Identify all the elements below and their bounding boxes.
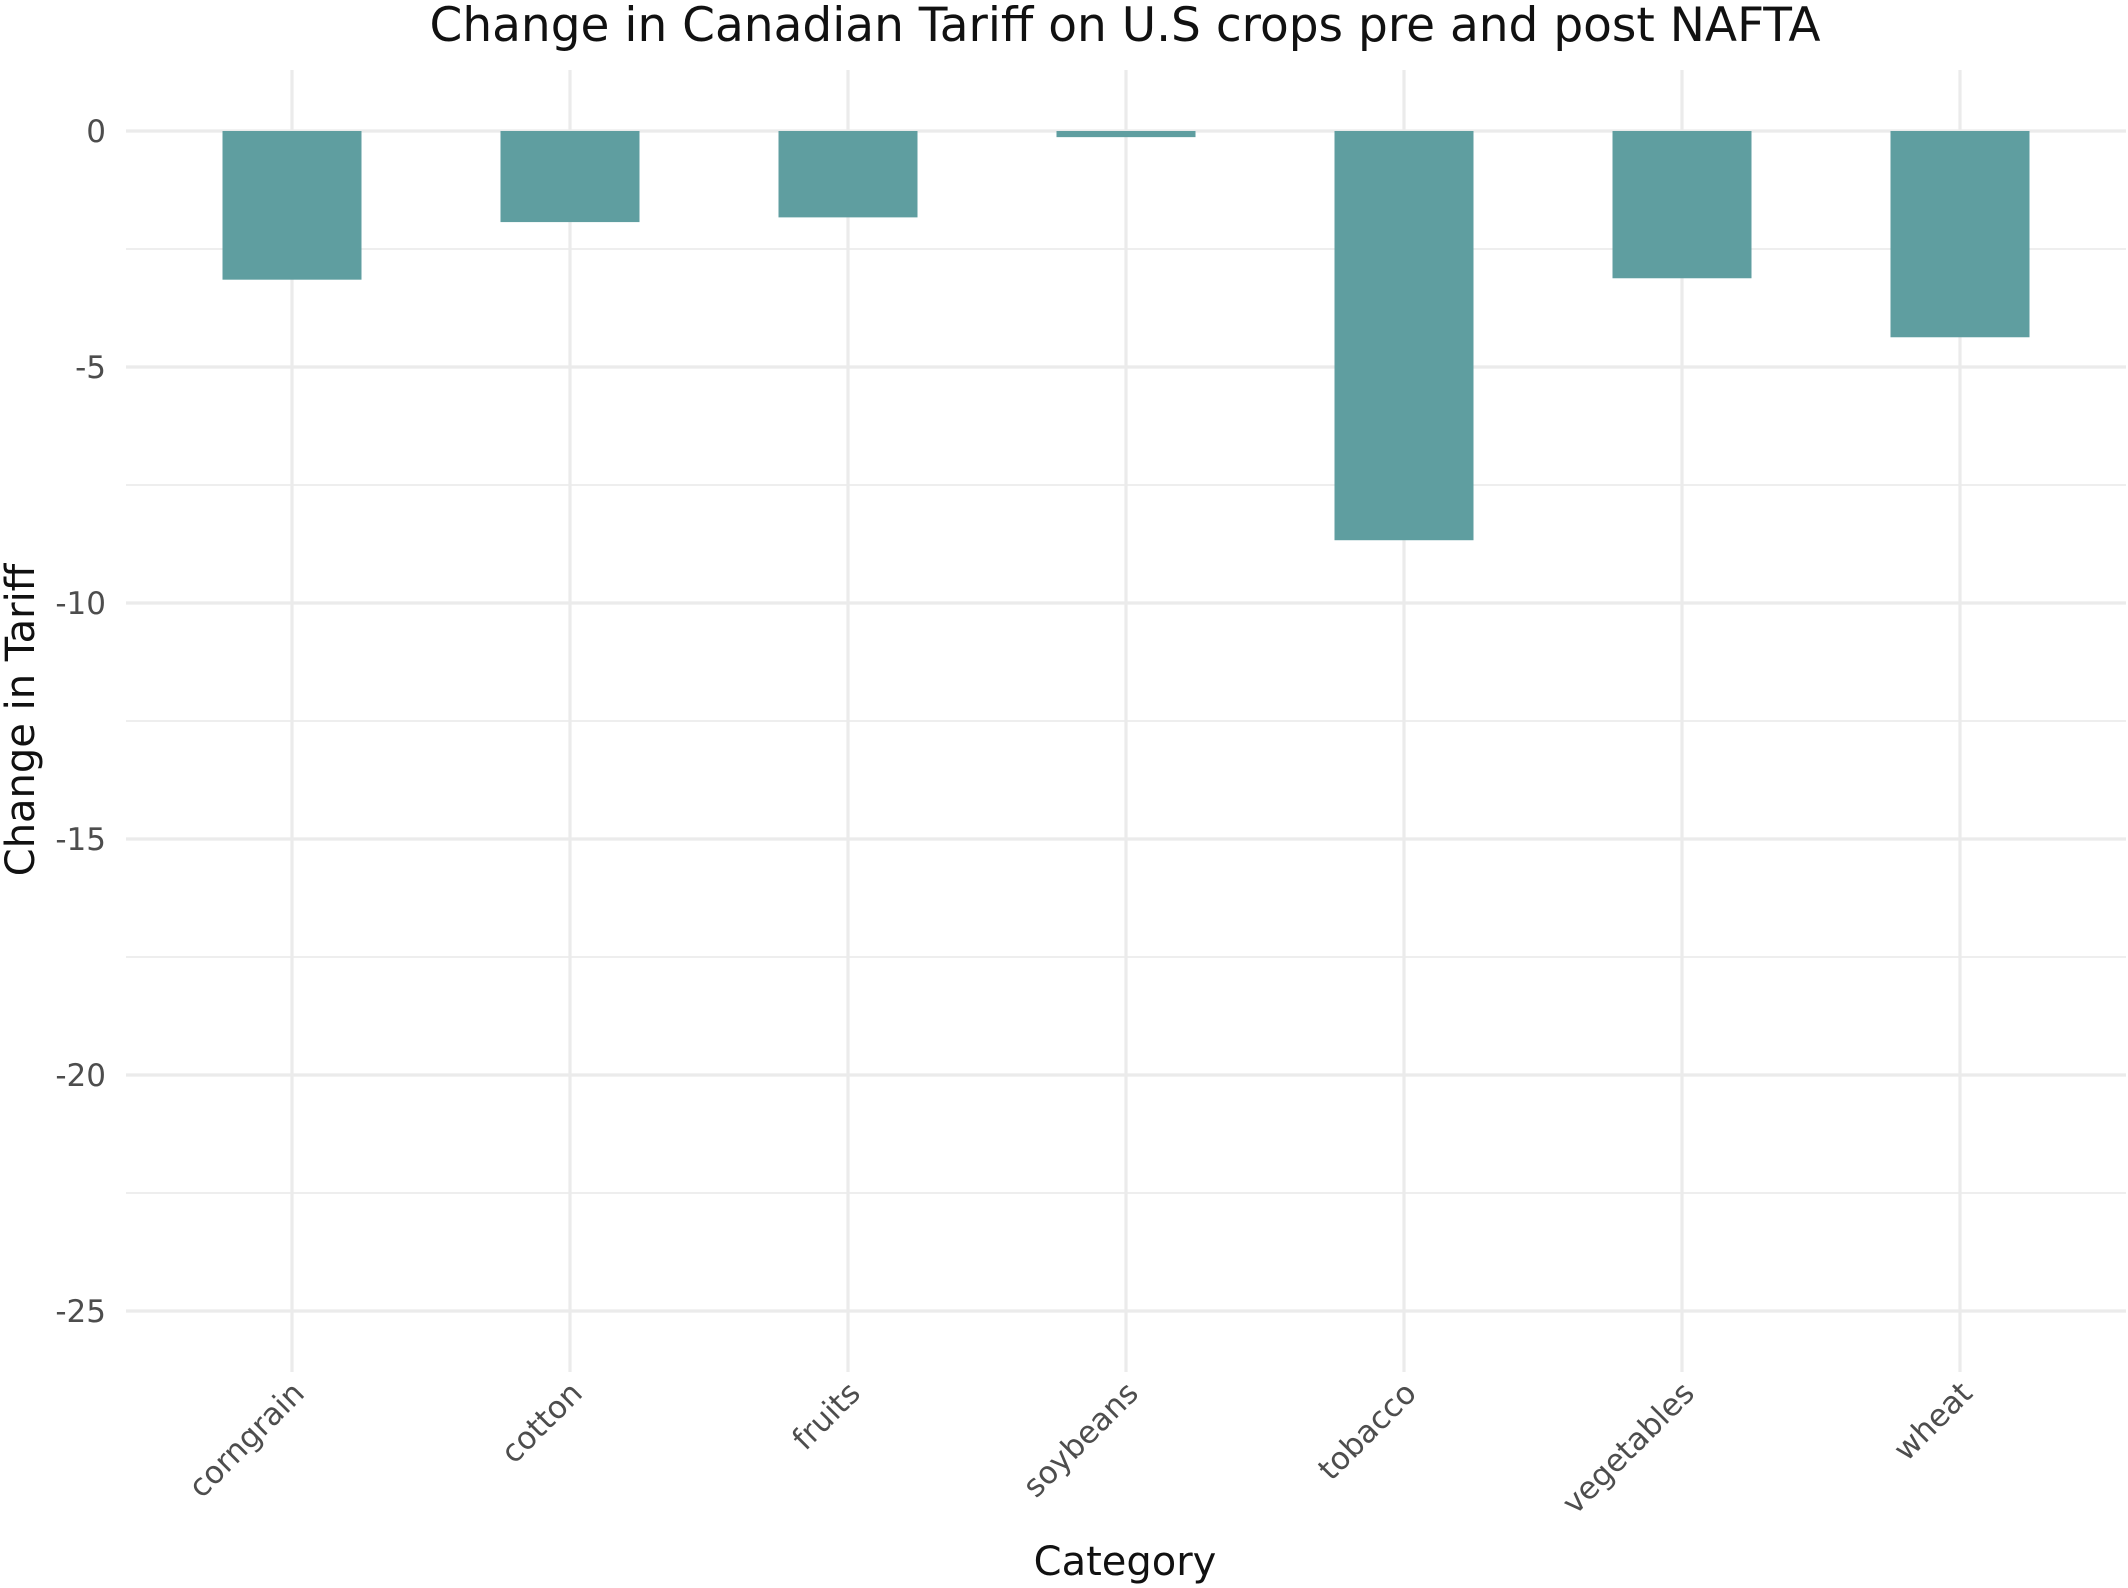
bar-cotton (500, 131, 640, 223)
chart-title: Change in Canadian Tariff on U.S crops p… (430, 0, 1821, 53)
x-tick-label: cotton (494, 1375, 589, 1470)
x-tick-label: soybeans (1016, 1375, 1145, 1504)
y-tick-label: -15 (55, 822, 106, 858)
bar-fruits (778, 131, 918, 218)
x-tick-label: tobacco (1311, 1375, 1423, 1487)
y-tick-label: 0 (86, 114, 106, 150)
bar-corngrain (222, 131, 362, 280)
bar-vegetables (1612, 131, 1752, 279)
x-axis-ticks: corngrain cotton fruits soybeans tobacco vege… (182, 1375, 1980, 1521)
bar-wheat (1890, 131, 2030, 338)
x-tick-label: corngrain (182, 1375, 312, 1505)
y-axis-ticks: 0 -5 -10 -15 -20 -25 (55, 114, 106, 1330)
bar-tobacco (1334, 131, 1474, 541)
x-axis-title: Category (1034, 1539, 1217, 1585)
y-axis-title: Change in Tariff (0, 562, 44, 876)
grid-lines (126, 70, 2126, 1372)
x-tick-label: vegetables (1555, 1375, 1701, 1521)
bars (222, 131, 2030, 541)
y-tick-label: -20 (55, 1058, 106, 1094)
y-tick-label: -25 (55, 1294, 106, 1330)
y-tick-label: -10 (55, 586, 106, 622)
x-tick-label: fruits (785, 1375, 867, 1457)
x-tick-label: wheat (1887, 1375, 1980, 1468)
y-tick-label: -5 (75, 350, 106, 386)
bar-soybeans (1056, 131, 1196, 138)
